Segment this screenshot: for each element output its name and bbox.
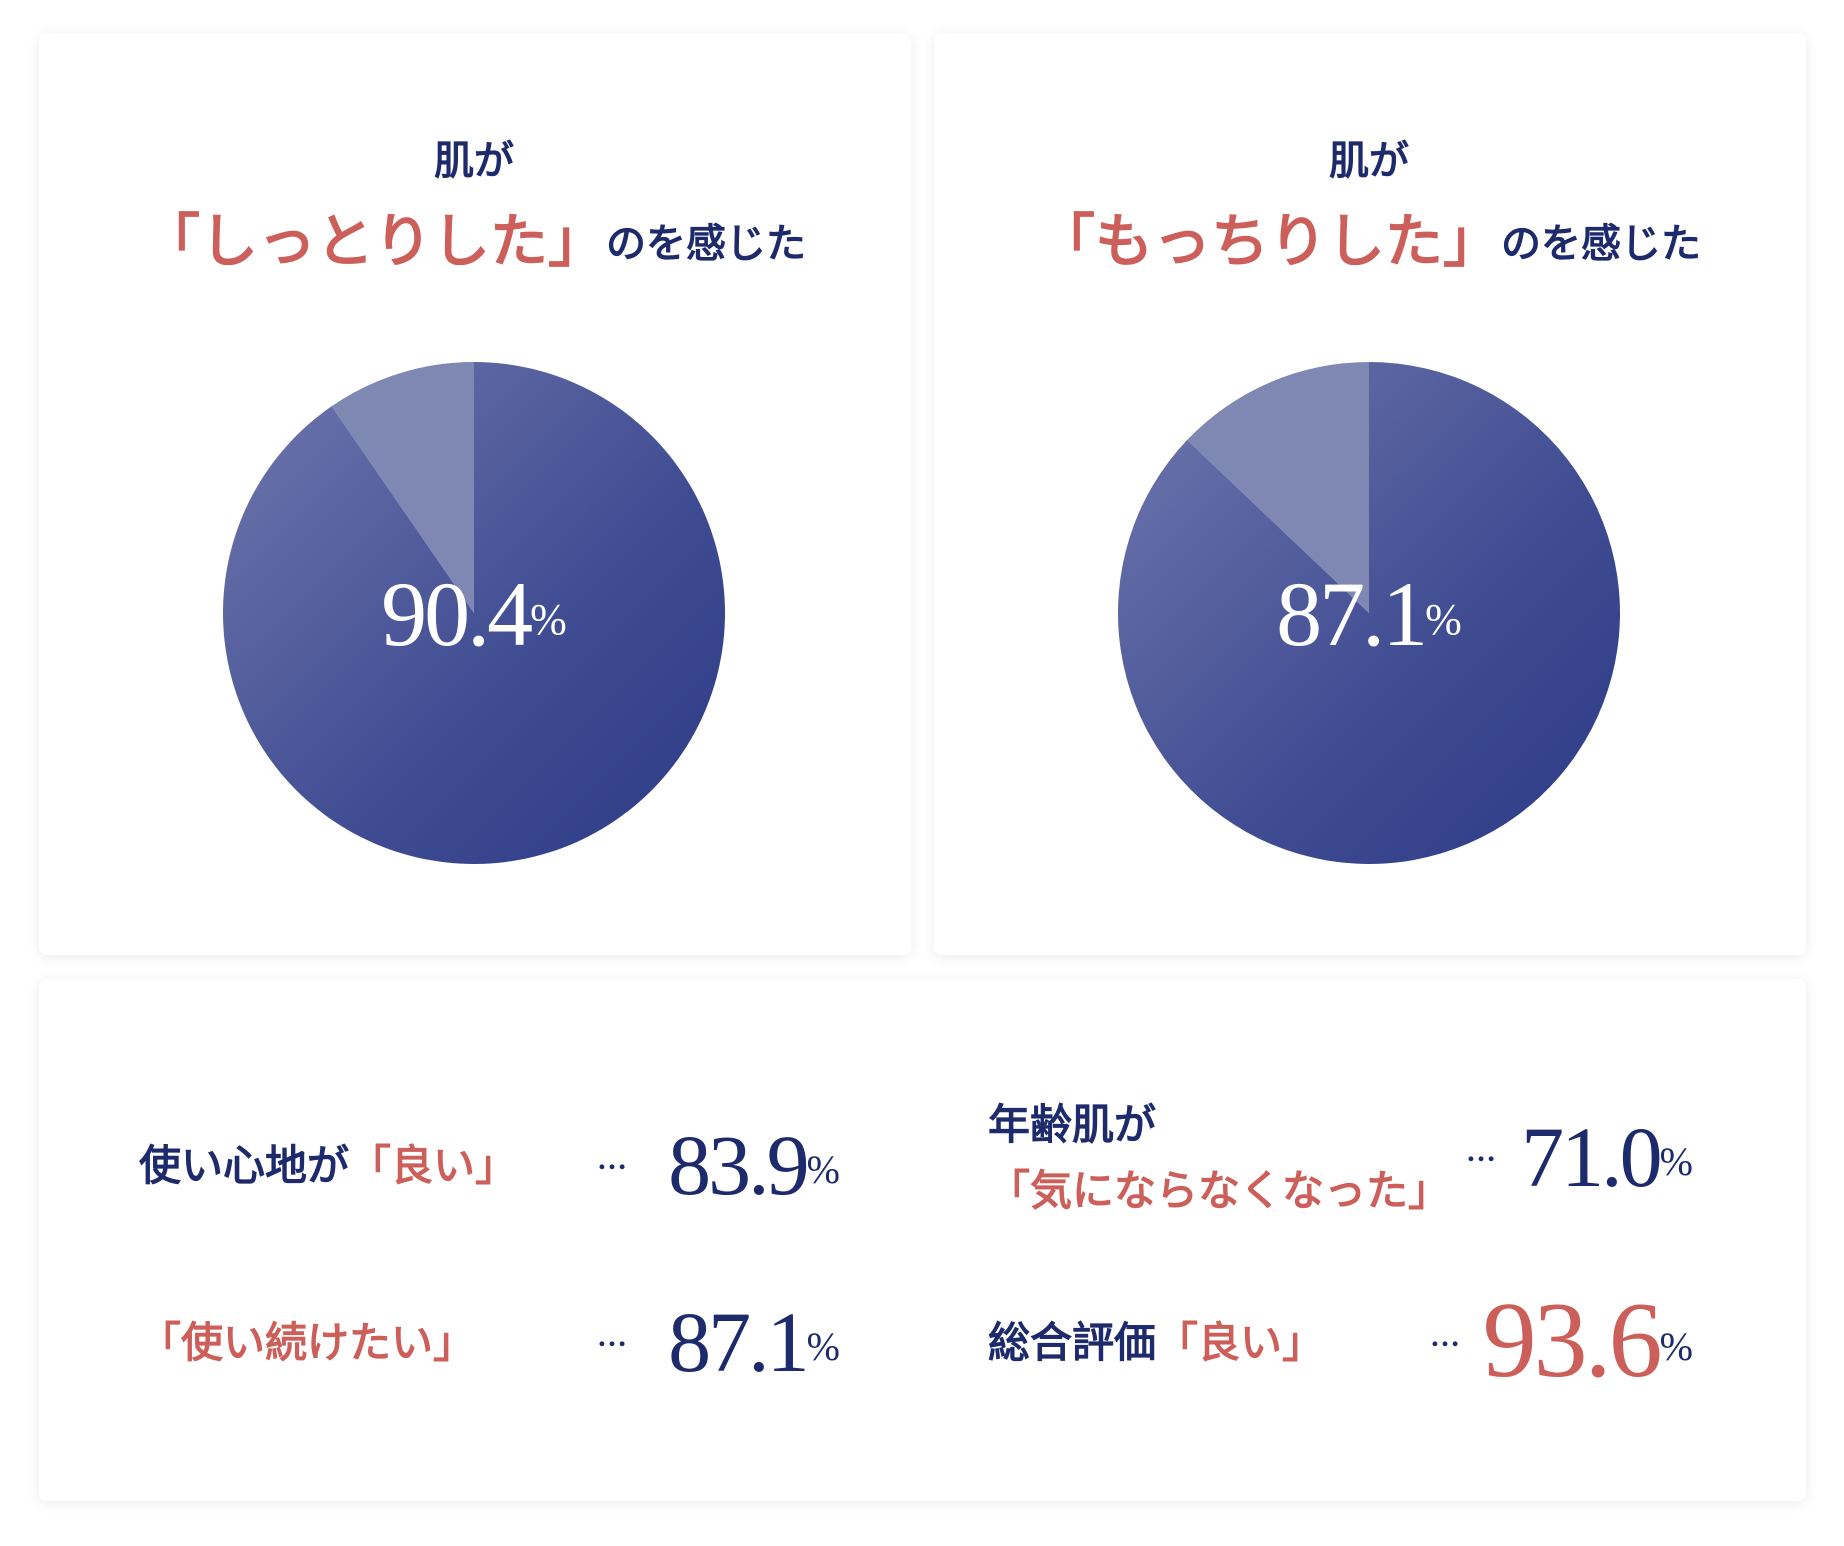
- stat-label-part: 年齢肌が: [988, 1102, 1156, 1149]
- stat-label: 年齢肌が: [988, 1102, 1156, 1149]
- title: 「しっとりした」のを感じた: [142, 209, 806, 274]
- value-label: 87.1%: [1276, 563, 1462, 665]
- pie-slice: [331, 362, 474, 613]
- value: 71.0: [1521, 1109, 1660, 1205]
- title-line: 肌が: [1329, 138, 1409, 183]
- stat-label-part: 「使い続けたい」: [139, 1320, 475, 1367]
- card: [39, 979, 1806, 1501]
- unit: %: [807, 1147, 840, 1192]
- value: 87.1: [1276, 563, 1425, 665]
- unit: %: [1425, 595, 1462, 644]
- stat-label-part: 総合評価: [988, 1320, 1156, 1367]
- title: 「もっちりした」のを感じた: [1037, 209, 1701, 274]
- unit: %: [807, 1324, 840, 1369]
- stat-value: 71.0%: [1521, 1109, 1693, 1205]
- stat-value: 87.1%: [668, 1294, 840, 1390]
- stat-label: 総合評価「良い」: [988, 1320, 1324, 1367]
- separator: …: [1466, 1135, 1496, 1168]
- stat-label: 「使い続けたい」: [139, 1320, 475, 1367]
- unit: %: [1660, 1139, 1693, 1184]
- pie-slice: [1187, 362, 1369, 613]
- separator: …: [1430, 1320, 1460, 1353]
- stat-value: 93.6%: [1483, 1281, 1693, 1400]
- title-rest: のを感じた: [606, 221, 806, 266]
- title-line: 肌が: [434, 138, 514, 183]
- stat-label: 使い心地が「良い」: [139, 1143, 517, 1190]
- stat-label-part: 使い心地が: [139, 1143, 349, 1190]
- pie-slice: [223, 362, 725, 864]
- stat-label: 「気にならなくなった」: [988, 1168, 1450, 1215]
- value: 83.9: [668, 1117, 807, 1213]
- unit: %: [1660, 1324, 1693, 1369]
- value: 87.1: [668, 1294, 807, 1390]
- value: 93.6: [1483, 1281, 1660, 1400]
- value-label: 90.4%: [381, 563, 567, 665]
- title-highlight: 「しっとりした」: [142, 209, 606, 274]
- stat-label-part: 「気にならなくなった」: [988, 1168, 1450, 1215]
- separator: …: [597, 1143, 627, 1176]
- stat-label-part: 「良い」: [1156, 1320, 1324, 1367]
- value: 90.4: [381, 563, 532, 665]
- stat-label-part: 「良い」: [349, 1143, 517, 1190]
- title-highlight: 「もっちりした」: [1037, 209, 1501, 274]
- stat-value: 83.9%: [668, 1117, 840, 1213]
- unit: %: [530, 595, 567, 644]
- separator: …: [597, 1320, 627, 1353]
- title-rest: のを感じた: [1501, 221, 1701, 266]
